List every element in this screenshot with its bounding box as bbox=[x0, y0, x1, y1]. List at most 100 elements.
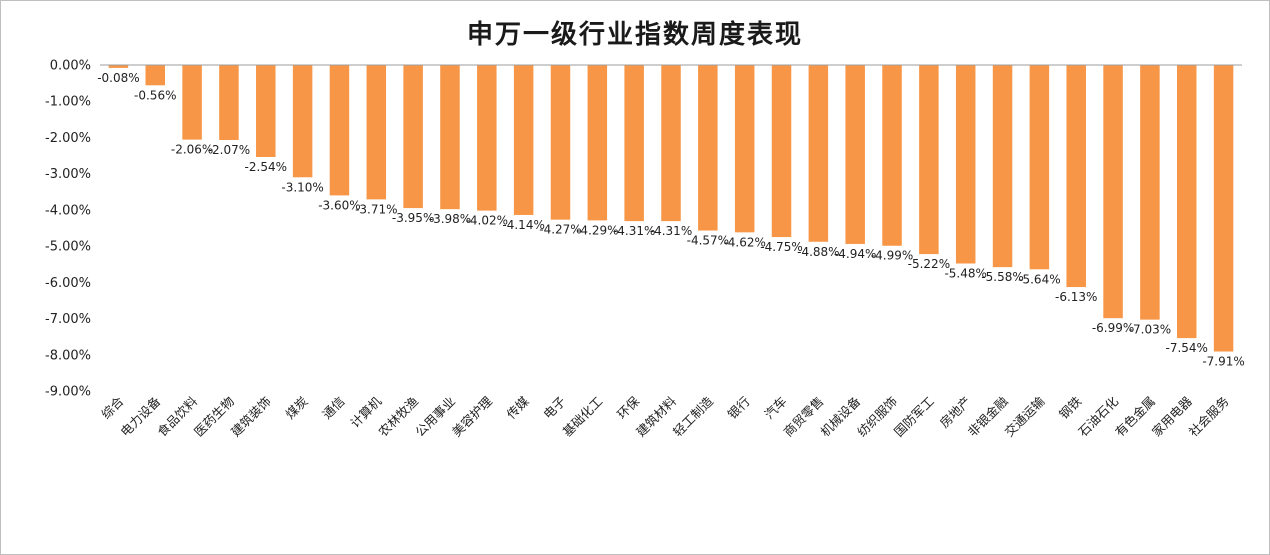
category-label: 商贸零售 bbox=[781, 394, 827, 440]
bar bbox=[1066, 65, 1086, 288]
data-label: -4.31% bbox=[650, 224, 692, 238]
category-label: 建筑装饰 bbox=[228, 394, 274, 440]
data-label: -5.58% bbox=[981, 270, 1023, 284]
bar bbox=[403, 65, 423, 209]
chart-title: 申万一级行业指数周度表现 bbox=[466, 20, 803, 50]
bar bbox=[550, 65, 571, 220]
data-label: -0.56% bbox=[134, 88, 176, 102]
y-tick-label: -7.00% bbox=[45, 312, 91, 327]
data-label: -6.99% bbox=[1092, 321, 1134, 335]
y-tick-label: -1.00% bbox=[45, 95, 91, 110]
bars bbox=[108, 65, 1234, 352]
bar bbox=[477, 65, 497, 211]
y-tick-label: -2.00% bbox=[45, 131, 91, 146]
data-label: -3.95% bbox=[392, 211, 434, 225]
bar bbox=[845, 65, 865, 244]
y-tick-label: -3.00% bbox=[45, 167, 91, 182]
bar bbox=[1176, 65, 1197, 339]
data-label: -2.06% bbox=[171, 143, 213, 157]
category-label: 有色金属 bbox=[1112, 394, 1158, 440]
data-label: -4.75% bbox=[760, 240, 802, 254]
bar bbox=[329, 65, 350, 196]
data-label: -4.29% bbox=[576, 223, 618, 237]
category-label: 交通运输 bbox=[1002, 393, 1048, 439]
y-tick-label: -9.00% bbox=[45, 385, 91, 400]
bar bbox=[1103, 65, 1123, 319]
data-label: -7.03% bbox=[1129, 323, 1171, 337]
category-label: 医药生物 bbox=[191, 394, 237, 440]
bar bbox=[882, 65, 902, 246]
data-label: -0.08% bbox=[97, 71, 139, 85]
category-label: 通信 bbox=[319, 394, 347, 422]
y-tick-label: -8.00% bbox=[45, 348, 91, 363]
category-label: 美容护理 bbox=[449, 393, 495, 439]
category-label: 电子 bbox=[540, 394, 568, 422]
data-label: -5.64% bbox=[1018, 272, 1060, 286]
data-labels: -0.08% -0.56% -2.06%-2.07% -2.54% -3.10% -3.6… bbox=[97, 71, 1245, 369]
bar bbox=[440, 65, 460, 210]
category-label: 煤炭 bbox=[282, 394, 310, 422]
data-label: -3.60% bbox=[318, 198, 360, 212]
y-tick-label: -4.00% bbox=[45, 203, 91, 218]
category-label: 钢铁 bbox=[1056, 393, 1085, 422]
bar bbox=[661, 65, 681, 222]
bar bbox=[734, 65, 755, 233]
bar bbox=[108, 65, 129, 68]
bar bbox=[919, 65, 939, 255]
category-label: 纺织服饰 bbox=[854, 394, 900, 440]
bar bbox=[624, 65, 644, 222]
bar bbox=[698, 65, 718, 231]
bar bbox=[182, 65, 202, 140]
category-label: 传媒 bbox=[503, 393, 532, 422]
data-label: -5.22% bbox=[908, 257, 950, 271]
category-label: 公用事业 bbox=[412, 394, 458, 440]
bar bbox=[219, 65, 239, 140]
bar bbox=[1029, 65, 1050, 270]
y-tick-label: -6.00% bbox=[45, 276, 91, 291]
data-label: -4.02% bbox=[466, 214, 508, 228]
data-label: -7.54% bbox=[1166, 341, 1208, 355]
bar bbox=[292, 65, 313, 178]
category-label: 轻工制造 bbox=[670, 393, 716, 439]
data-label: -4.62% bbox=[723, 235, 765, 249]
data-label: -4.99% bbox=[871, 249, 913, 263]
bar bbox=[955, 65, 976, 264]
bar bbox=[587, 65, 608, 221]
data-label: -4.31% bbox=[613, 224, 655, 238]
data-label: -3.98% bbox=[429, 212, 471, 226]
y-tick-label: 0.00% bbox=[50, 59, 91, 74]
category-label: 综合 bbox=[98, 393, 127, 422]
bar bbox=[145, 65, 166, 86]
bar bbox=[1213, 65, 1234, 352]
data-label: -3.10% bbox=[281, 180, 323, 194]
y-axis: 0.00% -1.00% -2.00% -3.00% -4.00% -5.00% -6.00… bbox=[45, 59, 91, 400]
data-label: -4.27% bbox=[539, 223, 581, 237]
category-label: 国防军工 bbox=[891, 394, 937, 440]
category-label: 汽车 bbox=[761, 394, 789, 422]
category-label: 银行 bbox=[725, 394, 753, 422]
bar bbox=[256, 65, 276, 158]
category-labels: 综合电力设备食品饮料医药生物建筑装饰 煤炭 通信 计算机农林牧渔公用事业美容护理 传媒电… bbox=[98, 393, 1231, 439]
data-label: -4.88% bbox=[797, 245, 839, 259]
bar bbox=[513, 65, 534, 215]
data-label: -4.94% bbox=[834, 247, 876, 261]
y-tick-label: -5.00% bbox=[45, 240, 91, 255]
data-label: -2.07% bbox=[208, 143, 250, 157]
category-label: 基础化工 bbox=[559, 394, 605, 440]
bar bbox=[1140, 65, 1160, 320]
category-label: 环保 bbox=[614, 393, 643, 422]
bar bbox=[366, 65, 387, 200]
data-label: -4.57% bbox=[687, 234, 729, 248]
data-label: -4.14% bbox=[502, 218, 544, 232]
data-label: -7.91% bbox=[1202, 355, 1244, 369]
bar bbox=[771, 65, 792, 238]
data-label: -3.71% bbox=[355, 202, 397, 216]
category-label: 农林牧渔 bbox=[375, 394, 421, 440]
bar bbox=[808, 65, 829, 242]
data-label: -2.54% bbox=[245, 160, 287, 174]
data-label: -5.48% bbox=[944, 266, 986, 280]
bar bbox=[992, 65, 1013, 268]
data-label: -6.13% bbox=[1055, 290, 1097, 304]
category-label: 社会服务 bbox=[1186, 394, 1232, 440]
